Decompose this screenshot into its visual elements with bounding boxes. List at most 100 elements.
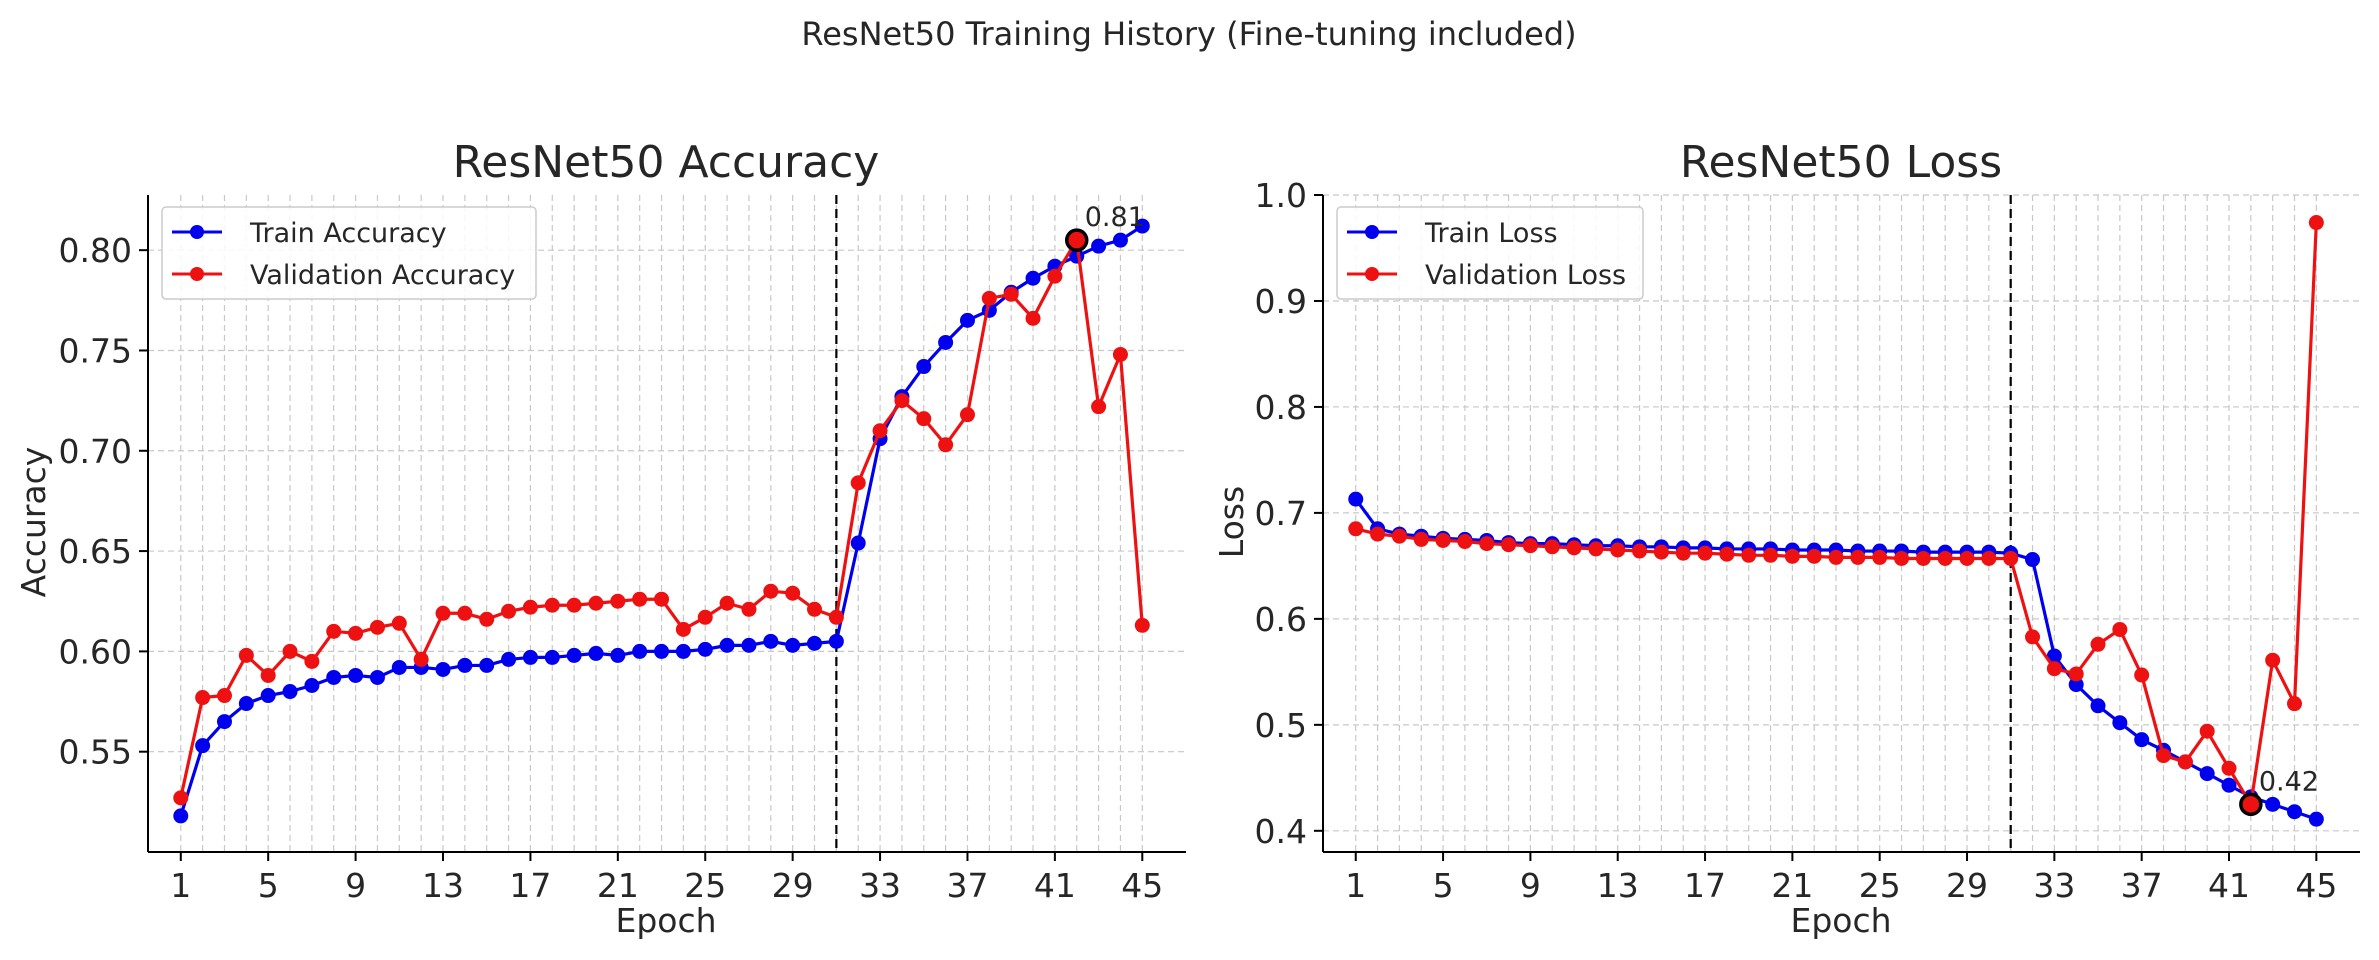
loss-series-1-point xyxy=(2046,661,2062,677)
loss-series-1-point xyxy=(1675,545,1691,561)
loss-series-1-point xyxy=(1719,546,1735,562)
loss-x-tick-label: 45 xyxy=(2295,866,2337,905)
accuracy-series-1-point xyxy=(1003,286,1019,302)
accuracy-series-1-point xyxy=(872,423,888,439)
accuracy-y-tick-label: 0.65 xyxy=(59,532,132,571)
accuracy-series-1-point xyxy=(391,615,407,631)
accuracy-chart-title: ResNet50 Accuracy xyxy=(453,137,880,188)
accuracy-chart: ResNet50 Accuracy 1 5 9 13 17 21 25 29 33 37 41 45 0… xyxy=(14,137,1186,940)
loss-series-0-point xyxy=(2199,766,2215,782)
loss-legend-train-marker xyxy=(1365,225,1379,239)
accuracy-series-1-point xyxy=(238,647,254,663)
accuracy-legend-train-marker xyxy=(190,225,204,239)
accuracy-series-0-point xyxy=(610,647,626,663)
accuracy-x-tick-label: 41 xyxy=(1034,866,1076,905)
accuracy-series-0-point xyxy=(719,637,735,653)
accuracy-series-1-point xyxy=(1025,310,1041,326)
loss-series-1-point xyxy=(1370,526,1386,542)
loss-x-tick-label: 9 xyxy=(1520,866,1541,905)
accuracy-series-1-point xyxy=(1047,268,1063,284)
accuracy-x-tick-label: 33 xyxy=(859,866,901,905)
accuracy-series-0-point xyxy=(807,635,823,651)
accuracy-x-tick-label: 9 xyxy=(345,866,366,905)
accuracy-series-1-point xyxy=(916,411,932,427)
accuracy-series-1-point xyxy=(173,790,189,806)
accuracy-series-0-point xyxy=(1134,218,1150,234)
loss-series-1-point xyxy=(2265,652,2281,668)
accuracy-series-1-point xyxy=(348,625,364,641)
accuracy-series-0-point xyxy=(457,657,473,673)
loss-x-tick-label: 13 xyxy=(1597,866,1639,905)
accuracy-series-0-point xyxy=(238,696,254,712)
accuracy-series-0-point xyxy=(959,312,975,328)
loss-legend-train-label: Train Loss xyxy=(1424,218,1558,249)
accuracy-series-1-point xyxy=(1091,399,1107,415)
loss-series-0-point xyxy=(2046,648,2062,664)
accuracy-series-0-point xyxy=(173,808,189,824)
accuracy-series-0-point xyxy=(632,643,648,659)
accuracy-series-0-point xyxy=(522,649,538,665)
loss-x-tick-label: 1 xyxy=(1345,866,1366,905)
accuracy-y-axis-label: Accuracy xyxy=(14,447,53,598)
accuracy-series-0-point xyxy=(391,659,407,675)
loss-y-tick-label: 0.8 xyxy=(1255,388,1307,427)
loss-series-1-point xyxy=(1435,532,1451,548)
accuracy-best-epoch-marker xyxy=(1064,228,1089,252)
accuracy-series-1-point xyxy=(938,437,954,453)
accuracy-series-1-point xyxy=(501,603,517,619)
loss-series-1-point xyxy=(1348,521,1364,537)
accuracy-x-tick-label: 5 xyxy=(258,866,279,905)
loss-y-tick-label: 0.4 xyxy=(1255,812,1307,851)
loss-series-1-point xyxy=(1697,545,1713,561)
accuracy-series-0-point xyxy=(304,677,320,693)
accuracy-series-0-point xyxy=(785,637,801,653)
loss-series-1-point xyxy=(1872,549,1888,565)
loss-series-1-point xyxy=(1828,549,1844,565)
loss-x-tick-label: 25 xyxy=(1859,866,1901,905)
accuracy-series-1-point xyxy=(697,609,713,625)
loss-x-tick-label: 29 xyxy=(1946,866,1988,905)
loss-series-1-point xyxy=(2221,760,2237,776)
loss-legend: Train Loss Validation Loss xyxy=(1336,206,1644,300)
accuracy-x-axis-label: Epoch xyxy=(615,901,716,940)
accuracy-series-0-point xyxy=(916,359,932,375)
accuracy-series-1-point xyxy=(610,593,626,609)
loss-series-0-point xyxy=(2265,796,2281,812)
accuracy-series-1-point xyxy=(981,290,997,306)
accuracy-x-tick-label: 21 xyxy=(597,866,639,905)
accuracy-series-0-point xyxy=(828,633,844,649)
accuracy-series-1-point xyxy=(216,688,232,704)
accuracy-series-1-point xyxy=(632,591,648,607)
accuracy-legend: Train Accuracy Validation Accuracy xyxy=(161,206,537,300)
accuracy-series-0-point xyxy=(763,633,779,649)
accuracy-legend-train-label: Train Accuracy xyxy=(249,218,447,249)
accuracy-x-tick-label: 1 xyxy=(170,866,191,905)
loss-series-0-point xyxy=(1348,491,1364,507)
accuracy-series-0-point xyxy=(654,643,670,659)
loss-series-1-point xyxy=(2199,723,2215,739)
loss-series-1-point xyxy=(1894,550,1910,566)
loss-series-0-point xyxy=(2308,811,2324,827)
accuracy-series-0-point xyxy=(544,649,560,665)
accuracy-series-1-point xyxy=(719,595,735,611)
loss-series-1-point xyxy=(1763,547,1779,563)
accuracy-series-0-point xyxy=(282,684,298,700)
loss-series-1-point xyxy=(2308,215,2324,231)
loss-series-1-point xyxy=(1588,541,1604,557)
loss-series-1-point xyxy=(1632,543,1648,559)
loss-series-1-point xyxy=(1522,538,1538,554)
accuracy-y-tick-label: 0.55 xyxy=(59,733,132,772)
loss-series-1-point xyxy=(1457,534,1473,550)
accuracy-series-0-point xyxy=(697,641,713,657)
accuracy-series-1-point xyxy=(763,583,779,599)
accuracy-series-0-point xyxy=(675,643,691,659)
loss-series-1-point xyxy=(1501,537,1517,553)
loss-series-1-point xyxy=(1959,550,1975,566)
loss-best-epoch-marker xyxy=(2239,792,2263,817)
accuracy-legend-frame xyxy=(161,206,537,300)
loss-chart: ResNet50 Loss 1 5 9 13 17 21 25 29 33 37 41 45 0.4 0.… xyxy=(1212,137,2360,940)
loss-series-0-point xyxy=(2287,804,2303,820)
accuracy-x-tick-label: 45 xyxy=(1121,866,1163,905)
accuracy-series-1-point xyxy=(479,611,495,627)
